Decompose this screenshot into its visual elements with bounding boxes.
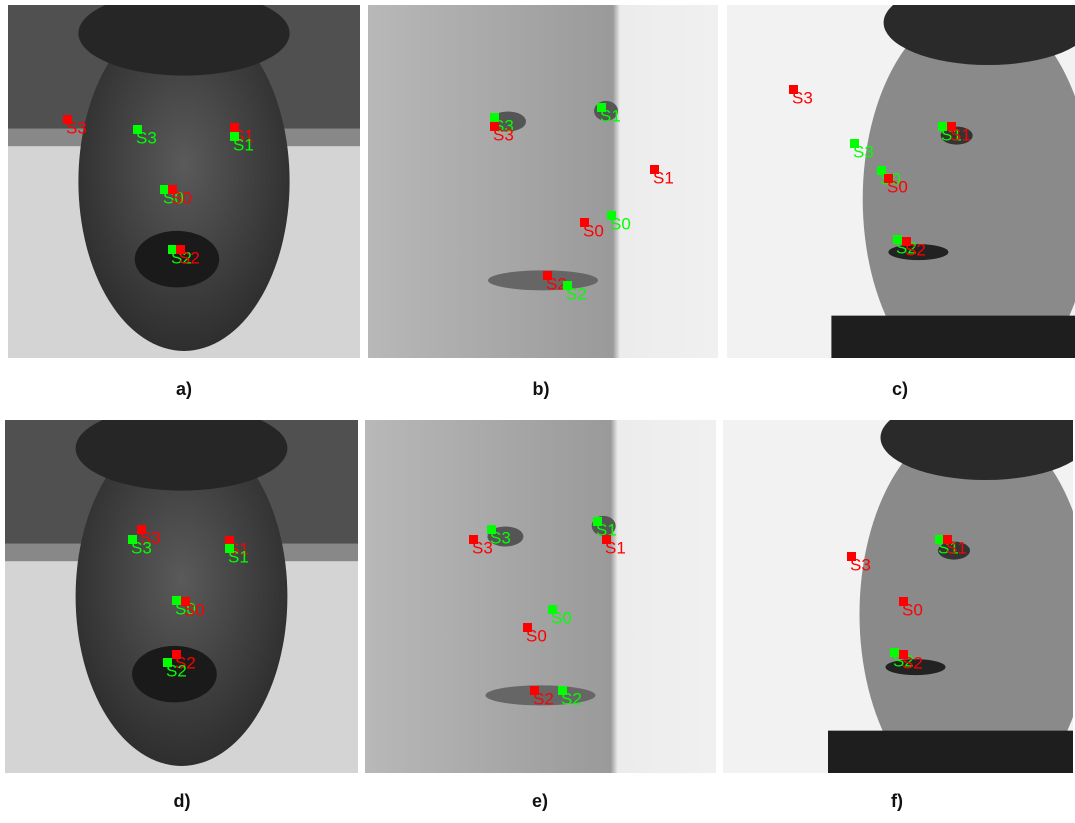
landmark-label: S0 <box>526 626 547 645</box>
landmark-label: S2 <box>166 661 187 680</box>
landmark-label: S2 <box>533 689 554 708</box>
landmark-label: S1 <box>600 106 621 125</box>
landmark-label: S0 <box>551 608 572 627</box>
face-image <box>8 0 360 358</box>
landmark-label: S3 <box>493 125 514 144</box>
image-content <box>727 0 1075 393</box>
landmark-label: S0 <box>610 214 631 233</box>
landmark-label: S0 <box>171 188 192 207</box>
landmark-label: S3 <box>792 88 813 107</box>
landmark-label: S1 <box>950 125 971 144</box>
landmark-label: S1 <box>946 538 967 557</box>
landmark-label: S2 <box>179 248 200 267</box>
landmark-label: S0 <box>887 177 908 196</box>
caption: e) <box>532 791 548 811</box>
landmark-label: S0 <box>184 600 205 619</box>
image-content <box>365 420 716 773</box>
caption: a) <box>176 379 192 399</box>
landmark-label: S3 <box>850 555 871 574</box>
landmark-label: S2 <box>905 240 926 259</box>
landmark-label: S1 <box>228 547 249 566</box>
landmark-label: S1 <box>233 135 254 154</box>
background <box>365 420 716 773</box>
landmark-label: S3 <box>490 528 511 547</box>
landmark-label: S2 <box>566 284 587 303</box>
caption: d) <box>174 791 191 811</box>
jacket <box>828 731 1073 773</box>
figure: a)S3S3S1S1S0S0S2S2b)S3S3S1S1S0S0S2S2c)S3… <box>0 0 1075 823</box>
caption: f) <box>891 791 903 811</box>
landmark-label: S1 <box>653 168 674 187</box>
landmark-label: S2 <box>902 653 923 672</box>
caption: c) <box>892 379 908 399</box>
landmark-label: S1 <box>605 538 626 557</box>
landmark-label: S3 <box>131 538 152 557</box>
face-image <box>5 406 358 773</box>
landmark-label: S3 <box>136 128 157 147</box>
landmark-label: S2 <box>561 689 582 708</box>
landmark-label: S0 <box>583 221 604 240</box>
hair <box>76 406 288 491</box>
jacket <box>831 316 1075 358</box>
image-content <box>8 0 360 358</box>
face-image <box>727 0 1075 393</box>
caption: b) <box>533 379 550 399</box>
image-content <box>5 406 358 773</box>
landmark-label: S3 <box>66 118 87 137</box>
landmark-label: S0 <box>902 600 923 619</box>
landmark-label: S3 <box>853 142 874 161</box>
face-image <box>365 420 716 773</box>
